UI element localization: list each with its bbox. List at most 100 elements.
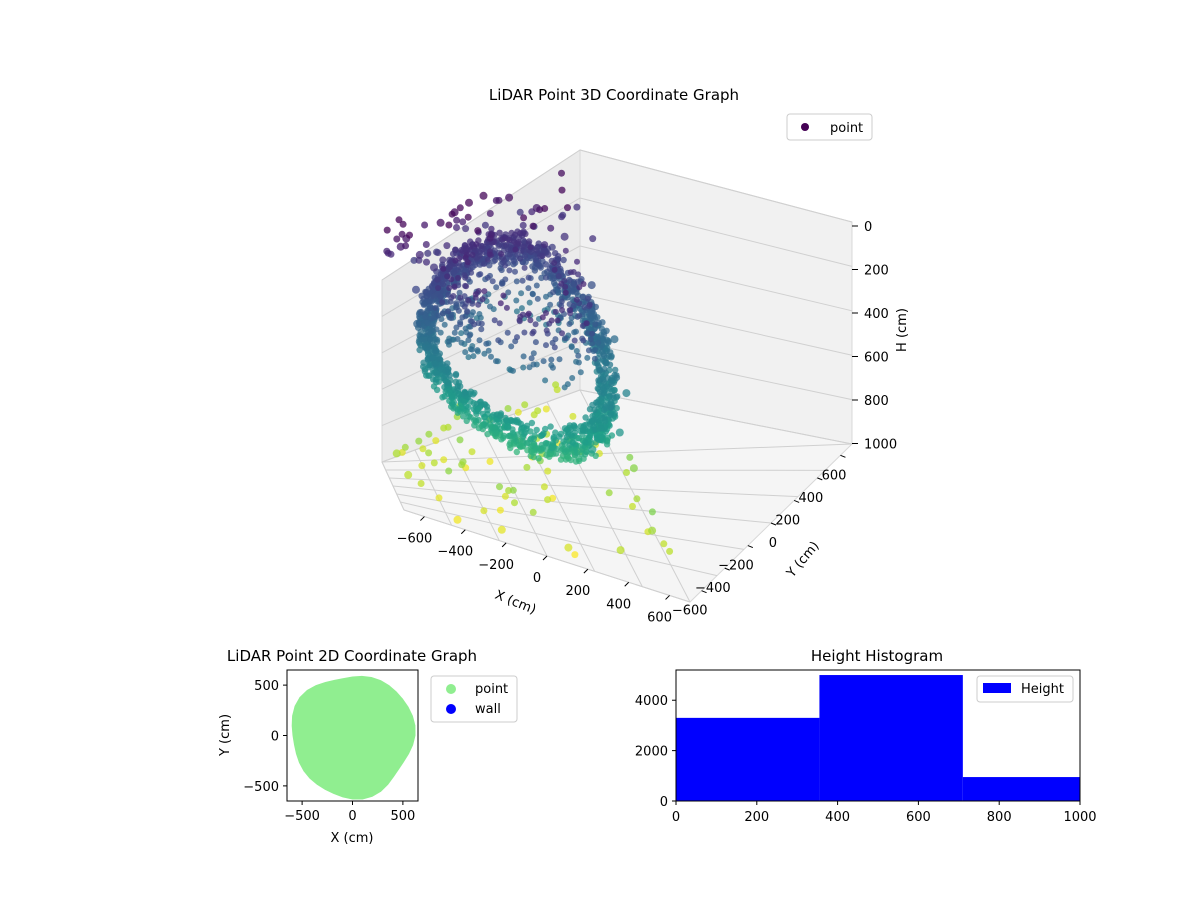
legend-3d-label-point: point xyxy=(830,121,863,136)
chart-2d-title: LiDAR Point 2D Coordinate Graph xyxy=(227,647,477,665)
x-tick-mark xyxy=(625,582,629,586)
point-marker xyxy=(432,437,439,444)
point-marker xyxy=(462,275,468,281)
point-marker xyxy=(480,411,486,417)
point-marker xyxy=(623,469,630,476)
point-marker xyxy=(415,438,422,445)
x-axis-label-2d: X (cm) xyxy=(331,831,374,846)
point-marker xyxy=(406,232,413,239)
y-axis-label-3d: Y (cm) xyxy=(783,539,822,582)
point-marker xyxy=(455,336,461,342)
point-marker xyxy=(474,347,480,353)
point-marker xyxy=(622,389,630,397)
point-marker xyxy=(484,403,490,409)
legend-2d-marker-wall xyxy=(446,704,456,714)
y-tick-label: 500 xyxy=(254,679,279,694)
point-marker xyxy=(666,548,673,555)
y-tick-label: 600 xyxy=(822,468,847,483)
point-marker xyxy=(511,499,518,506)
point-marker xyxy=(447,372,453,378)
point-marker xyxy=(520,222,527,229)
point-marker xyxy=(588,336,594,342)
point-marker xyxy=(453,371,459,377)
point-marker xyxy=(586,347,592,353)
point-marker xyxy=(442,322,448,328)
point-marker xyxy=(575,279,581,285)
point-marker xyxy=(589,331,595,337)
point-marker xyxy=(531,411,538,418)
point-marker xyxy=(547,225,554,232)
point-marker xyxy=(457,321,463,327)
y-tick-label: 200 xyxy=(775,513,800,528)
point-marker xyxy=(567,307,573,313)
point-marker xyxy=(453,217,460,224)
point-marker xyxy=(552,344,558,350)
point-marker xyxy=(563,290,569,296)
point-marker xyxy=(549,318,555,324)
point-marker xyxy=(574,259,580,265)
point-marker xyxy=(432,305,438,311)
point-marker xyxy=(469,448,476,455)
point-marker xyxy=(498,251,504,257)
point-marker xyxy=(533,321,539,327)
point-marker xyxy=(443,242,450,249)
point-marker xyxy=(463,283,469,289)
point-marker xyxy=(547,302,553,308)
point-marker xyxy=(541,241,548,248)
point-marker xyxy=(466,297,472,303)
point-marker xyxy=(534,427,540,433)
point-marker xyxy=(425,449,432,456)
point-marker xyxy=(498,526,506,534)
y-axis-label-2d: Y (cm) xyxy=(218,714,233,757)
point-marker xyxy=(464,418,470,424)
point-marker xyxy=(440,266,446,272)
histogram-title: Height Histogram xyxy=(811,647,943,665)
point-marker xyxy=(492,257,498,263)
point-marker xyxy=(514,240,521,247)
point-marker xyxy=(527,244,533,250)
point-marker xyxy=(493,358,499,364)
point-marker xyxy=(552,381,559,388)
point-marker xyxy=(563,456,569,462)
point-marker xyxy=(440,310,446,316)
point-marker xyxy=(594,435,600,441)
x-tick-label: 0 xyxy=(672,810,680,825)
point-marker xyxy=(540,430,546,436)
x-axis-label-3d: X (cm) xyxy=(493,588,538,618)
point-marker xyxy=(514,449,520,455)
point-marker xyxy=(450,269,456,275)
x-tick-label: 400 xyxy=(606,597,631,612)
point-marker xyxy=(548,443,556,451)
point-marker xyxy=(563,248,569,254)
point-marker xyxy=(485,275,491,281)
point-marker xyxy=(576,284,582,290)
z-axis-label-3d: H (cm) xyxy=(895,308,910,352)
x-tick-mark xyxy=(666,595,670,599)
point-marker xyxy=(557,356,563,362)
point-marker xyxy=(458,330,464,336)
point-marker xyxy=(592,426,598,432)
point-marker xyxy=(582,414,588,420)
point-marker xyxy=(459,314,465,320)
point-marker xyxy=(383,248,390,255)
point-marker xyxy=(562,446,568,452)
point-marker xyxy=(616,429,624,437)
z-tick-label: 200 xyxy=(864,264,889,279)
point-marker xyxy=(453,224,460,231)
point-marker xyxy=(435,285,441,291)
point-marker xyxy=(541,205,548,212)
y-tick-label: −400 xyxy=(695,581,731,596)
y-tick-label: 0 xyxy=(271,730,279,745)
point-marker xyxy=(527,300,533,306)
point-marker xyxy=(521,353,527,359)
point-marker xyxy=(484,431,490,437)
point-marker xyxy=(465,214,472,221)
point-marker xyxy=(487,251,493,257)
point-marker xyxy=(522,231,528,237)
y-tick-label: 2000 xyxy=(635,745,668,760)
x-tick-label: 0 xyxy=(348,809,356,824)
point-marker xyxy=(587,302,593,308)
point-marker xyxy=(419,445,426,452)
point-marker xyxy=(418,480,425,487)
